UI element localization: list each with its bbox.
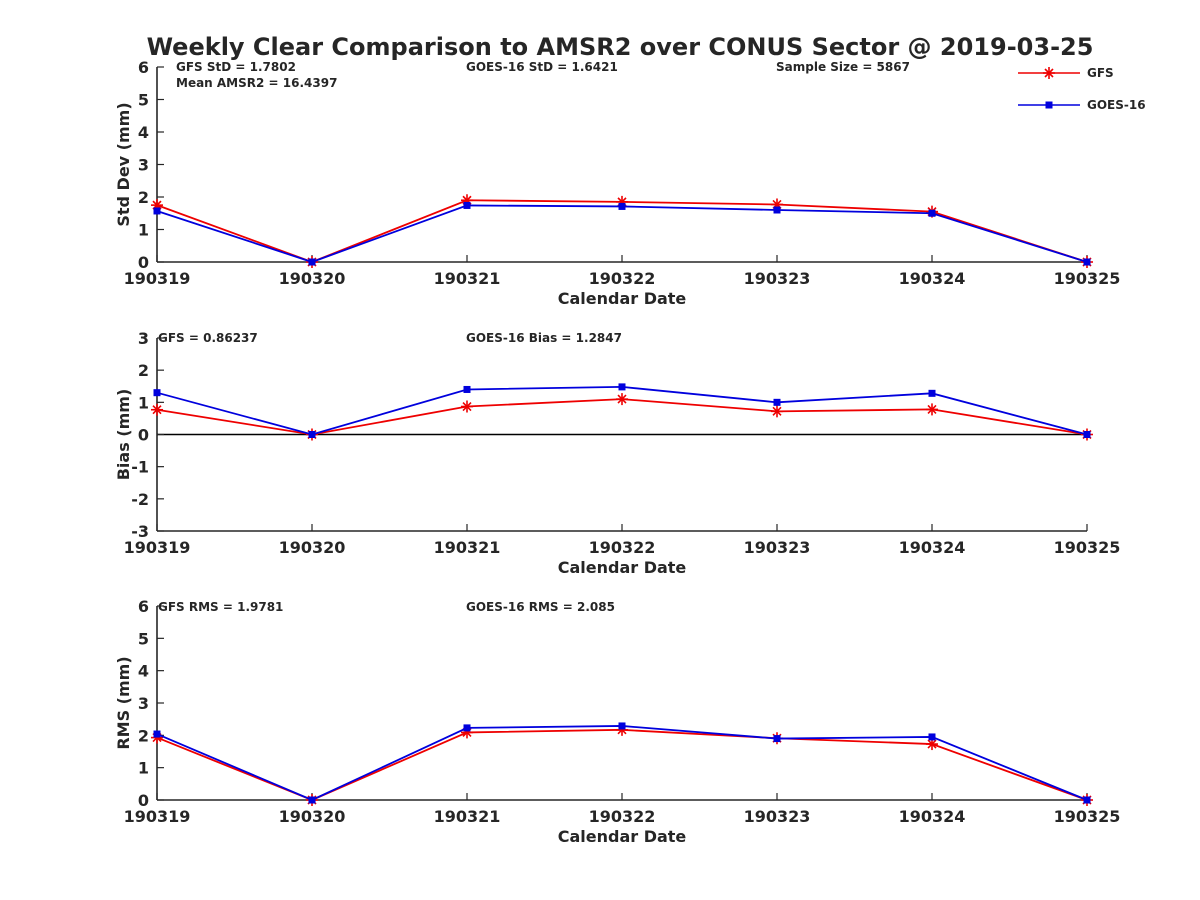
std-goes-16-point [618,202,626,210]
std-goes-16-point [773,206,781,214]
bias-x-axis-label: Calendar Date [558,558,687,577]
std-x-tick-label: 190324 [899,269,966,288]
rms-goes-16-point [928,733,936,741]
bias-goes-16-point [928,389,936,397]
bias-x-tick-label: 190321 [434,538,501,557]
bias-x-tick-label: 190323 [744,538,811,557]
rms-annotation-gfs: GFS RMS = 1.9781 [158,600,283,614]
rms-y-tick-label: 5 [138,629,149,648]
rms-goes-16-point [1083,796,1091,804]
legend-label-gfs: GFS [1087,66,1114,80]
bias-x-tick-label: 190320 [279,538,346,557]
bias-y-tick-label: 0 [138,426,149,445]
rms-goes-16-point [773,735,781,743]
std-annotation-sample-size: Sample Size = 5867 [776,60,910,74]
bias-x-tick-label: 190325 [1054,538,1121,557]
bias-goes-16-point [1083,431,1091,438]
bias-y-tick-label: -2 [131,490,149,509]
bias-y-tick-label: -3 [131,522,149,541]
rms-gfs-line [156,728,1088,801]
legend-label-goes: GOES-16 [1087,98,1146,112]
std-x-tick-label: 190321 [434,269,501,288]
bias-y-tick-label: 2 [138,361,149,380]
std-y-tick-label: 6 [138,58,149,77]
std-goes-16-point [153,207,161,215]
rms-y-tick-label: 1 [138,759,149,778]
bias-goes-16-point [308,431,316,438]
bias-panel: GFS = 0.86237 GOES-16 Bias = 1.2847 -3 -2… [114,329,1120,577]
rms-goes-16-point [153,730,161,738]
bias-goes-16-point [773,398,781,406]
bias-y-axis-label: Bias (mm) [114,389,133,481]
bias-annotation-gfs: GFS = 0.86237 [158,331,258,345]
std-x-tick-label: 190322 [589,269,656,288]
std-x-axis-label: Calendar Date [558,289,687,308]
rms-x-tick-label: 190319 [124,807,191,826]
rms-y-tick-label: 6 [138,597,149,616]
rms-goes-16-point [618,722,626,730]
std-y-tick-label: 5 [138,91,149,110]
std-y-tick-label: 2 [138,188,149,207]
bias-y-tick-label: 3 [138,329,149,348]
bias-annotation-goes: GOES-16 Bias = 1.2847 [466,331,622,345]
std-annotation-goes: GOES-16 StD = 1.6421 [466,60,618,74]
bias-y-tick-label: 1 [138,393,149,412]
std-dev-panel: GFS StD = 1.7802 GOES-16 StD = 1.6421 Sa… [114,58,1120,308]
rms-annotation-goes: GOES-16 RMS = 2.085 [466,600,615,614]
figure-title: Weekly Clear Comparison to AMSR2 over CO… [147,33,1094,61]
rms-x-tick-label: 190324 [899,807,966,826]
bias-gfs-point [926,403,938,416]
bias-x-tick-label: 190319 [124,538,191,557]
std-goes-16-point [928,209,936,217]
rms-goes-16-point [308,796,316,804]
bias-gfs-point [151,403,163,416]
rms-y-axis-label: RMS (mm) [114,656,133,749]
rms-x-tick-label: 190322 [589,807,656,826]
std-goes-16-point [1083,258,1091,266]
rms-x-tick-label: 190325 [1054,807,1121,826]
legend-marker-gfs [1043,67,1055,79]
rms-x-tick-label: 190321 [434,807,501,826]
std-y-axis-label: Std Dev (mm) [114,102,133,226]
rms-y-tick-label: 3 [138,694,149,713]
rms-x-tick-label: 190323 [744,807,811,826]
rms-y-tick-label: 4 [138,662,149,681]
bias-gfs-point [461,400,473,413]
rms-goes-16-point [463,724,471,732]
rms-y-tick-label: 2 [138,726,149,745]
rms-y-tick-label: 0 [138,791,149,810]
bias-goes-16-point [153,389,161,397]
rms-x-axis-label: Calendar Date [558,827,687,846]
std-y-tick-label: 1 [138,221,149,240]
std-goes-16-point [308,258,316,266]
std-y-tick-label: 3 [138,156,149,175]
bias-y-tick-label: -1 [131,458,149,477]
std-x-tick-label: 190320 [279,269,346,288]
std-annotation-mean-amsr2: Mean AMSR2 = 16.4397 [176,76,337,90]
std-x-tick-label: 190319 [124,269,191,288]
bias-gfs-point [771,405,783,418]
std-x-tick-label: 190323 [744,269,811,288]
legend: GFS GOES-16 [1018,66,1146,112]
rms-x-tick-label: 190320 [279,807,346,826]
bias-goes-16-point [618,383,626,391]
bias-x-tick-label: 190322 [589,538,656,557]
std-y-tick-label: 0 [138,253,149,272]
bias-x-tick-label: 190324 [899,538,966,557]
rms-goes-16-line [156,725,1088,801]
bias-gfs-point [616,393,628,406]
std-x-tick-label: 190325 [1054,269,1121,288]
std-goes-16-point [463,201,471,209]
bias-goes-16-point [463,385,471,393]
std-annotation-gfs: GFS StD = 1.7802 [176,60,296,74]
rms-panel: GFS RMS = 1.9781 GOES-16 RMS = 2.085 0 1 2… [114,597,1120,846]
std-y-tick-label: 4 [138,123,149,142]
std-goes-16-line [156,204,1088,263]
legend-marker-goes [1045,101,1053,109]
